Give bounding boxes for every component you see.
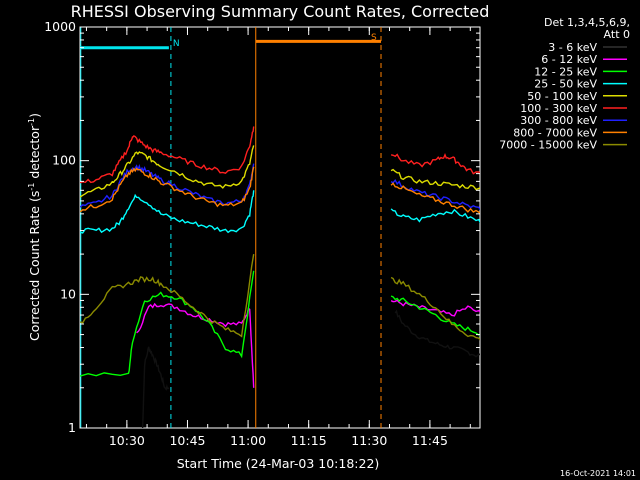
x-tick-label: 11:15	[291, 433, 327, 448]
x-tick-label: 10:30	[109, 433, 145, 448]
legend-label: 300 - 800 keV	[520, 114, 597, 127]
series-line	[80, 270, 255, 377]
y-tick-label: 1000	[44, 19, 76, 34]
legend-label: 6 - 12 keV	[541, 53, 597, 66]
x-tick-label: 11:00	[230, 433, 266, 448]
series-line	[390, 178, 480, 211]
series-line	[80, 145, 255, 198]
x-tick-label: 10:45	[169, 433, 205, 448]
legend-header-2: Att 0	[604, 28, 630, 41]
legend-label: 3 - 6 keV	[548, 41, 597, 54]
series-line	[394, 309, 480, 358]
flag-label: N	[173, 39, 180, 49]
series-line	[390, 299, 480, 317]
x-tick-label: 11:45	[412, 433, 448, 448]
data-layer: NS	[80, 27, 480, 428]
series-line	[390, 276, 480, 341]
series-line	[80, 190, 255, 234]
y-axis-label: Corrected Count Rate (s-1 detector-1)	[27, 113, 42, 341]
legend-label: 800 - 7000 keV	[513, 126, 597, 139]
legend-header-1: Det 1,3,4,5,6,9,	[544, 16, 630, 29]
series-line	[80, 253, 255, 338]
series-line	[390, 295, 480, 336]
series-line	[80, 166, 255, 213]
series-line	[141, 346, 170, 428]
legend-label: 25 - 50 keV	[534, 78, 597, 91]
plot-frame	[79, 26, 481, 429]
legend-label: 100 - 300 keV	[520, 102, 597, 115]
legend-label: 50 - 100 keV	[527, 90, 597, 103]
series-line	[390, 208, 480, 224]
chart-title: RHESSI Observing Summary Count Rates, Co…	[71, 2, 490, 21]
series-line	[390, 182, 480, 215]
series-line	[136, 302, 255, 388]
flag-label: S	[371, 33, 377, 43]
legend-label: 12 - 25 keV	[534, 65, 597, 78]
x-axis-label: Start Time (24-Mar-03 10:18:22)	[177, 456, 380, 471]
y-tick-label: 1	[68, 420, 76, 435]
series-line	[390, 168, 480, 191]
series-line	[80, 163, 255, 208]
footer-date: 16-Oct-2021 14:01	[560, 469, 636, 478]
series-line	[390, 152, 480, 175]
series-line	[80, 126, 255, 184]
y-tick-label: 100	[52, 153, 76, 168]
legend-label: 7000 - 15000 keV	[499, 139, 597, 152]
x-tick-label: 11:30	[351, 433, 387, 448]
y-tick-label: 10	[60, 286, 76, 301]
